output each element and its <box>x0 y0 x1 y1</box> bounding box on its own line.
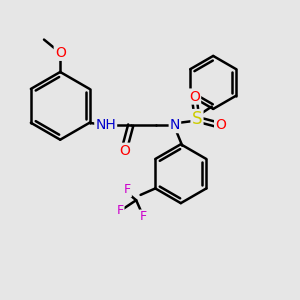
Text: O: O <box>119 144 130 158</box>
Text: NH: NH <box>95 118 116 132</box>
Text: O: O <box>55 46 66 60</box>
Text: O: O <box>189 90 200 104</box>
Text: F: F <box>116 204 124 217</box>
Text: F: F <box>124 183 131 196</box>
Text: O: O <box>215 118 226 131</box>
Text: F: F <box>140 211 147 224</box>
Text: S: S <box>192 110 202 128</box>
Text: N: N <box>170 118 180 132</box>
